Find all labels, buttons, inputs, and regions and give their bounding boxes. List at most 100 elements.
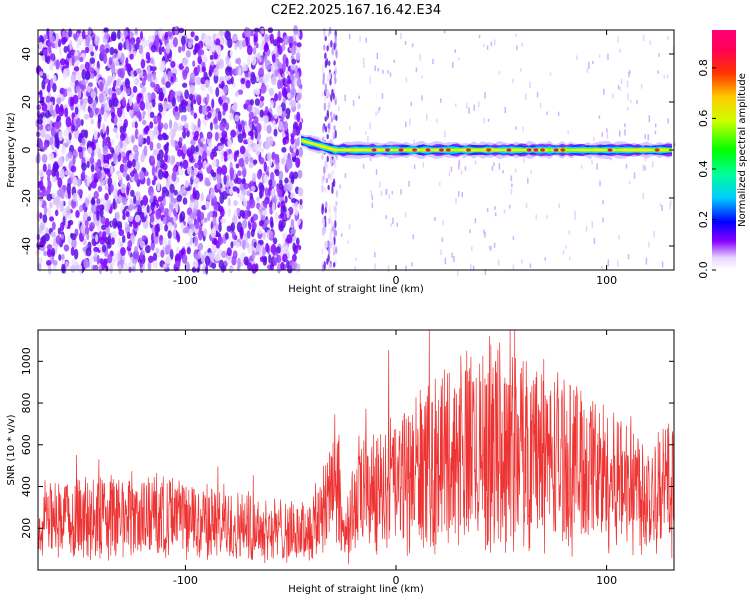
spectrogram-cell <box>75 210 80 218</box>
spectrogram-cell <box>156 142 162 150</box>
spectrogram-cell <box>69 39 73 51</box>
spectrogram-cell <box>289 42 293 49</box>
spectrogram-cell <box>221 250 227 259</box>
spectrogram-cell <box>55 235 61 245</box>
spectrogram-cell <box>44 232 50 242</box>
spectrogram-y-axis-label: Frequency (Hz) <box>6 112 17 188</box>
spectrogram-cell <box>640 84 643 89</box>
spectrogram-cell <box>248 161 254 169</box>
spectrogram-cell <box>54 195 61 205</box>
snr-y-tick-label: 800 <box>20 393 33 414</box>
spectrogram-cell <box>91 142 96 151</box>
spectrogram-cell <box>333 157 336 164</box>
spectrogram-cell <box>71 238 77 249</box>
spectrogram-cell <box>78 264 83 275</box>
spectrogram-cell <box>490 41 493 47</box>
spectrogram-cell <box>41 102 48 112</box>
spectrogram-cell <box>358 95 361 99</box>
colorbar-ticks: 0.0 0.2 0.4 0.6 0.8 <box>697 59 716 279</box>
spectrogram-cell <box>209 121 213 131</box>
spectrogram-cell <box>155 209 161 220</box>
spectrogram-cell <box>73 248 79 260</box>
spectrogram-cell <box>128 160 133 168</box>
spectrogram-cell <box>254 30 258 37</box>
spectrogram-cell <box>107 253 113 264</box>
spectrogram-cell <box>330 240 333 249</box>
spectrogram-cell <box>169 183 175 194</box>
spectrogram-cell <box>510 175 513 182</box>
spectrogram-cell <box>172 37 178 48</box>
spectrogram-cell <box>290 136 295 145</box>
spectrogram-cell <box>249 198 256 209</box>
spectrogram-cell <box>176 234 181 243</box>
colorbar-tick-label: 0.2 <box>697 211 710 229</box>
spectrogram-cell <box>529 263 532 268</box>
spectrogram-cell <box>68 28 72 38</box>
spectrogram-cell <box>244 124 250 133</box>
spectrogram-cell <box>152 260 159 269</box>
spectrogram-cell <box>164 170 169 178</box>
spectrogram-cell <box>292 155 297 163</box>
spectrogram-cell <box>139 252 144 261</box>
spectrogram-cell <box>661 261 664 268</box>
spectrogram-cell <box>280 212 284 219</box>
spectrogram-cell <box>138 44 144 55</box>
spectrogram-cell <box>149 213 155 223</box>
spectrogram-cell <box>151 179 156 186</box>
spectrogram-cell <box>365 131 367 135</box>
spectrogram-cell <box>363 63 365 68</box>
spectrogram-cell <box>256 52 261 59</box>
spectrogram-cell <box>321 90 324 97</box>
spectrogram-cell <box>203 143 208 153</box>
spectrogram-cell <box>199 211 205 221</box>
spectrogram-cell <box>71 258 78 267</box>
spectrogram-cell <box>327 91 330 98</box>
spectrogram-cell <box>529 81 531 89</box>
spectrogram-cell <box>64 169 71 176</box>
spectrogram-cell <box>198 224 203 234</box>
spectrogram-cell <box>197 118 201 128</box>
spectrogram-cell <box>81 137 86 146</box>
spectrogram-cell <box>649 40 652 45</box>
spectrogram-cell <box>328 60 331 67</box>
spectrogram-cell <box>122 156 128 164</box>
spectrogram-cell <box>125 86 131 94</box>
spectrogram-cell <box>115 87 122 96</box>
spectrogram-cell <box>194 42 201 52</box>
spectrogram-cell <box>334 220 337 229</box>
spectrogram-cell <box>77 188 83 196</box>
spectrogram-cell <box>73 33 78 40</box>
spectrogram-cell <box>216 173 222 184</box>
spectrogram-cell <box>422 162 425 168</box>
spectrogram-cell <box>62 88 68 98</box>
spectrogram-cell <box>525 203 528 209</box>
spectrogram-cell <box>256 122 262 133</box>
spectrogram-cell <box>278 107 283 117</box>
spectrogram-cell <box>263 114 269 124</box>
spectrogram-cell <box>138 134 144 145</box>
spectrogram-cell <box>39 180 44 191</box>
spectrogram-cell <box>458 163 460 170</box>
spectrogram-cell <box>65 261 69 268</box>
spectrogram-cell <box>139 240 146 249</box>
spectrogram-cell <box>145 51 151 60</box>
snr-x-axis-label: Height of straight line (km) <box>288 584 424 595</box>
spectrogram-cell <box>243 103 248 110</box>
spectrogram-cell <box>110 111 116 119</box>
spectrogram-cell <box>193 154 198 160</box>
spectrogram-cell <box>274 70 279 77</box>
spectrogram-cell <box>100 106 105 116</box>
spectrogram-cell <box>247 142 252 153</box>
spectrogram-cell <box>591 221 594 228</box>
spectrogram-cell <box>147 260 152 271</box>
spectrogram-cell <box>512 236 515 240</box>
spectrogram-cell <box>290 198 297 204</box>
spectrogram-cell <box>617 85 620 90</box>
spectrogram-cell <box>262 199 268 208</box>
spectrogram-cell <box>410 101 413 107</box>
spectrogram-cell <box>296 218 301 226</box>
spectrogram-cell <box>667 118 669 124</box>
spectrogram-cell <box>251 250 256 260</box>
spectrogram-cell <box>536 91 539 98</box>
spectrogram-cell <box>214 253 220 262</box>
